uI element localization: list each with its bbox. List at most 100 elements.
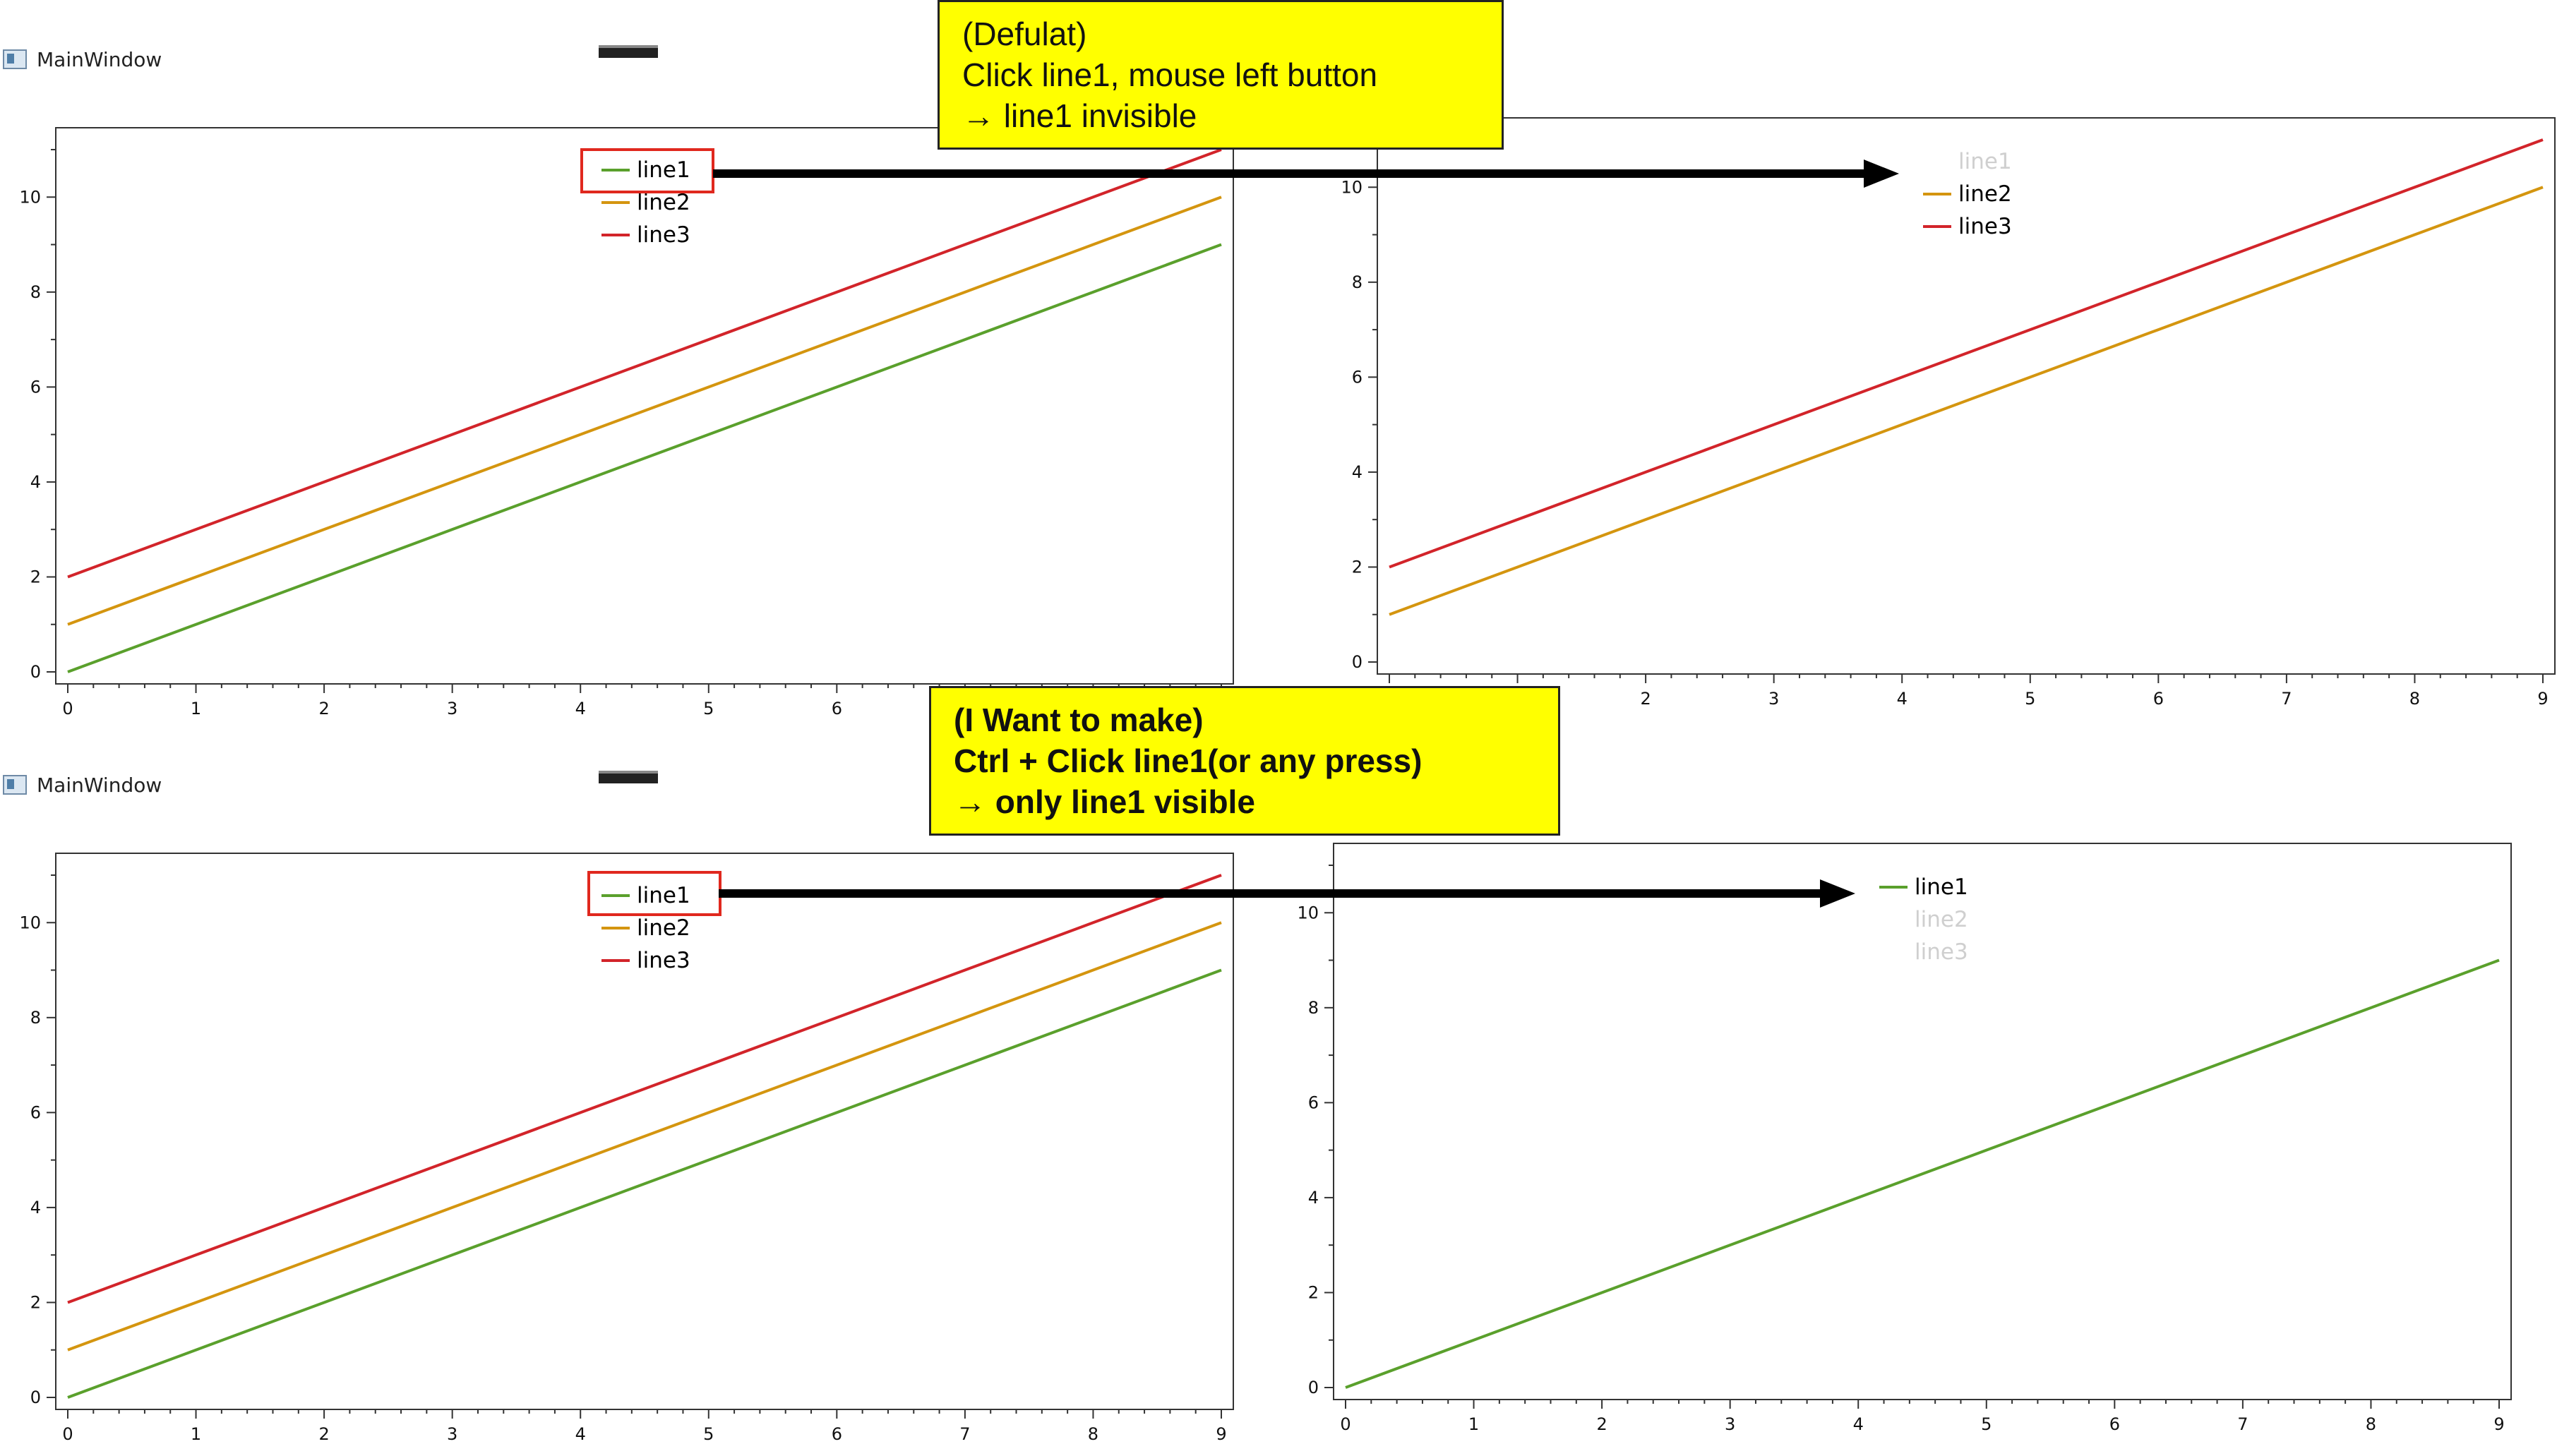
legend-swatch <box>1923 193 1951 195</box>
x-tick-label: 2 <box>318 699 329 718</box>
chart-bottom-left[interactable]: 0 2 4 6 8 10 0 1 2 3 4 5 6 7 8 9 <box>19 853 1234 1444</box>
legend-item-line3[interactable]: line3 <box>601 219 690 251</box>
callout-line: (Defulat) <box>962 16 1087 52</box>
x-tick-label: 2 <box>1596 1414 1607 1434</box>
series-line2 <box>1389 186 2544 616</box>
legend-item-line1[interactable]: line1 <box>601 154 690 186</box>
y-tick-label: 10 <box>19 187 41 207</box>
arrow-top <box>713 160 1899 188</box>
series-line3 <box>67 148 1222 579</box>
legend-item-line1[interactable]: line1 <box>1879 871 1968 903</box>
legend-swatch <box>1879 918 1908 921</box>
legend-item-line2[interactable]: line2 <box>601 186 690 219</box>
legend-item-line1[interactable]: line1 <box>601 879 690 912</box>
bottom-window-title: MainWindow <box>37 773 162 797</box>
arrow-bottom <box>719 879 1855 908</box>
x-tick-label: 2 <box>1640 689 1651 709</box>
legend-swatch <box>601 894 630 897</box>
x-tick-label: 3 <box>447 1424 457 1444</box>
x-tick-label: 6 <box>832 699 842 718</box>
x-tick-label: 1 <box>1468 1414 1479 1434</box>
callout-line: → line1 invisible <box>962 97 1197 134</box>
x-tick-label: 3 <box>1768 689 1779 709</box>
x-tick-label: 8 <box>2409 689 2420 709</box>
y-tick-label: 4 <box>1308 1188 1319 1208</box>
y-tick-label: 8 <box>30 1008 41 1028</box>
legend-top-right: line1 line2 line3 <box>1923 145 2012 243</box>
x-tick-label: 6 <box>832 1424 842 1444</box>
x-tick-label: 4 <box>1897 689 1908 709</box>
legend-top-left: line1 line2 line3 <box>601 154 690 251</box>
legend-item-line1[interactable]: line1 <box>1923 145 2012 178</box>
series-line1 <box>1345 958 2500 1389</box>
x-tick-label: 3 <box>447 699 457 718</box>
legend-item-line3[interactable]: line3 <box>1879 936 1968 968</box>
y-tick-label: 6 <box>30 377 41 397</box>
x-tick-label: 6 <box>2109 1414 2120 1434</box>
x-tick-label: 9 <box>2493 1414 2504 1434</box>
legend-item-line2[interactable]: line2 <box>601 912 690 944</box>
x-tick-label: 8 <box>2366 1414 2376 1434</box>
y-tick-label: 2 <box>1352 557 1363 577</box>
legend-bottom-right: line1 line2 line3 <box>1879 871 1968 968</box>
y-tick-label: 0 <box>1352 652 1363 672</box>
x-tick-label: 2 <box>318 1424 329 1444</box>
legend-item-line2[interactable]: line2 <box>1923 178 2012 210</box>
top-window-title: MainWindow <box>37 47 162 71</box>
chart-bottom-right[interactable]: 0 2 4 6 8 10 0 1 2 3 4 5 6 7 8 9 <box>1297 843 2512 1434</box>
y-tick-label: 10 <box>19 913 41 932</box>
y-tick-label: 10 <box>1297 903 1319 922</box>
x-tick-label: 8 <box>1088 1424 1098 1444</box>
y-tick-label: 4 <box>30 1198 41 1217</box>
x-tick-label: 4 <box>575 699 586 718</box>
callout-default-behavior: (Defulat) Click line1, mouse left button… <box>938 0 1504 150</box>
x-tick-label: 5 <box>1981 1414 1992 1434</box>
legend-label: line2 <box>1915 907 1968 932</box>
series-line2 <box>67 195 1222 626</box>
x-tick-label: 5 <box>703 699 714 718</box>
minimize-icon[interactable] <box>599 45 658 58</box>
series-line3 <box>67 874 1222 1304</box>
legend-swatch <box>601 234 630 236</box>
legend-item-line3[interactable]: line3 <box>601 944 690 977</box>
minimize-icon[interactable] <box>599 771 658 783</box>
y-tick-label: 2 <box>1308 1282 1319 1302</box>
legend-label: line3 <box>1915 939 1968 965</box>
legend-item-line3[interactable]: line3 <box>1923 210 2012 243</box>
legend-label: line1 <box>637 883 690 908</box>
y-tick-label: 0 <box>30 1388 41 1407</box>
x-tick-label: 1 <box>191 699 201 718</box>
legend-item-line2[interactable]: line2 <box>1879 903 1968 936</box>
series-line1 <box>67 968 1222 1399</box>
y-tick-label: 0 <box>1308 1378 1319 1397</box>
x-tick-label: 6 <box>2153 689 2164 709</box>
x-tick-label: 9 <box>1216 1424 1226 1444</box>
x-tick-label: 0 <box>62 1424 73 1444</box>
callout-line: (I Want to make) <box>954 702 1204 738</box>
x-tick-label: 0 <box>62 699 73 718</box>
x-tick-label: 4 <box>1853 1414 1864 1434</box>
y-tick-label: 6 <box>1308 1093 1319 1112</box>
x-tick-label: 3 <box>1725 1414 1735 1434</box>
series-line3 <box>1389 138 2544 569</box>
y-tick-label: 8 <box>1308 998 1319 1018</box>
y-tick-label: 2 <box>30 1292 41 1312</box>
x-tick-label: 5 <box>2025 689 2035 709</box>
x-tick-label: 7 <box>2237 1414 2248 1434</box>
legend-label: line2 <box>637 915 690 941</box>
legend-swatch <box>601 201 630 204</box>
legend-swatch <box>601 927 630 929</box>
legend-bottom-left: line1 line2 line3 <box>601 879 690 977</box>
legend-swatch <box>601 169 630 172</box>
x-tick-label: 1 <box>191 1424 201 1444</box>
callout-desired-behavior: (I Want to make) Ctrl + Click line1(or a… <box>929 686 1560 836</box>
legend-label: line3 <box>637 222 690 248</box>
window-app-icon <box>3 49 27 69</box>
legend-label: line2 <box>1958 181 2012 207</box>
callout-line: → only line1 visible <box>954 783 1255 820</box>
